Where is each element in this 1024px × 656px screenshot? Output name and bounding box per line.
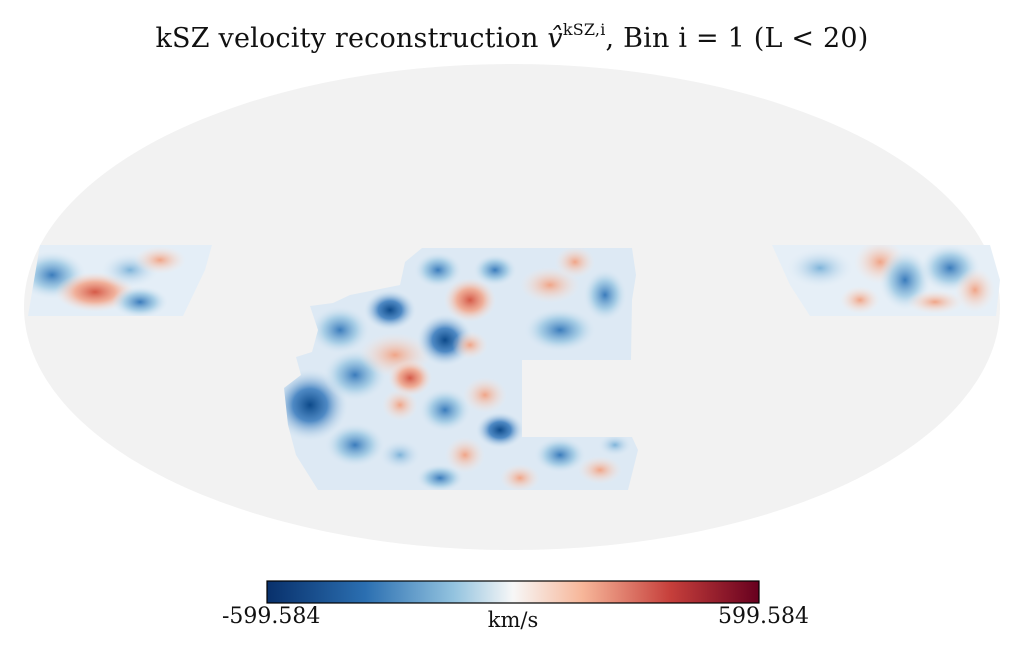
left-survey-band (28, 245, 212, 316)
map-title: kSZ velocity reconstruction v̂kSZ,i, Bin… (0, 20, 1024, 54)
colorbar-max-label: 599.584 (718, 604, 809, 629)
title-suffix: , Bin i = 1 (L < 20) (605, 23, 869, 54)
colorbar-gradient (266, 580, 760, 604)
colorbar (266, 580, 760, 604)
right-survey-band (772, 245, 1000, 316)
title-superscript: kSZ,i (562, 20, 606, 39)
title-prefix: kSZ velocity reconstruction (155, 23, 548, 54)
colorbar-min-label: -599.584 (222, 604, 321, 629)
colorbar-unit-label: km/s (487, 608, 539, 632)
title-symbol: v̂ (547, 23, 563, 54)
